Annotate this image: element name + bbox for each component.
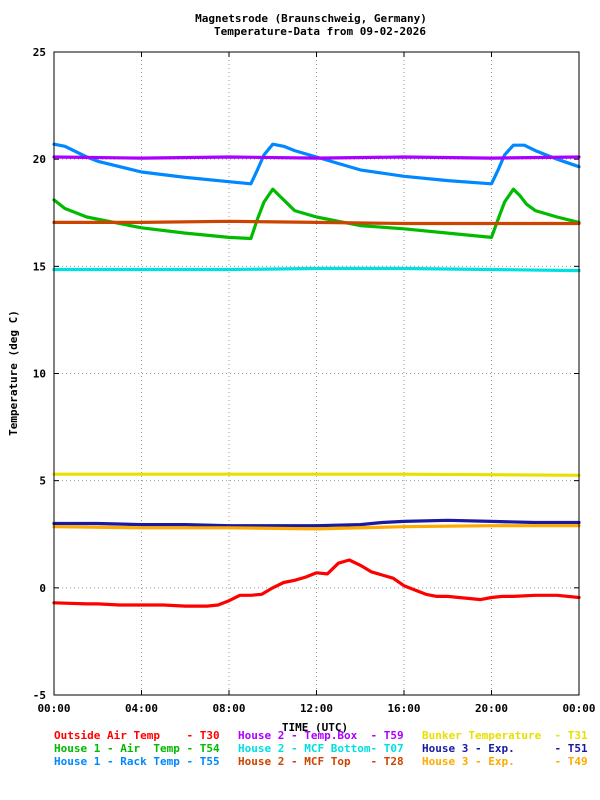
y-tick-label: 15 — [33, 260, 46, 273]
x-tick-labels: 00:00 04:00 08:00 12:00 16:00 20:00 00:00 — [37, 702, 595, 715]
x-tick-label: 08:00 — [212, 702, 245, 715]
legend-item: Outside Air Temp - T30 — [54, 729, 220, 742]
y-tick-labels: -5 0 5 10 15 20 25 — [33, 46, 46, 702]
x-tick-label: 00:00 — [37, 702, 70, 715]
x-tick-label: 16:00 — [387, 702, 420, 715]
x-axis-label: TIME (UTC) — [282, 721, 348, 734]
y-tick-label: -5 — [33, 689, 46, 702]
y-tick-label: 25 — [33, 46, 46, 59]
series-line-t31 — [52, 472, 581, 477]
legend-item: House 3 - Exp. - T49 — [422, 755, 588, 768]
series-line-t59 — [52, 155, 581, 160]
series-line-t54 — [52, 187, 581, 241]
grid — [53, 51, 580, 696]
legend-item: House 2 - Temp.Box - T59 — [238, 729, 404, 742]
y-tick-label: 0 — [39, 582, 46, 595]
series-line-t07 — [52, 266, 581, 273]
series-line-t51 — [52, 518, 581, 528]
legend-item: House 2 - MCF Top - T28 — [238, 755, 404, 768]
x-tick-label: 00:00 — [562, 702, 595, 715]
series-line-t30 — [52, 558, 581, 608]
x-tick-label: 20:00 — [475, 702, 508, 715]
series-line-t55 — [52, 142, 581, 186]
legend-item: House 2 - MCF Bottom- T07 — [238, 742, 404, 755]
legend: Outside Air Temp - T30 House 2 - Temp.Box… — [54, 729, 588, 768]
chart-title: Magnetsrode (Braunschweig, Germany) — [195, 12, 427, 25]
legend-item: Bunker Temperature - T31 — [422, 729, 588, 742]
y-tick-label: 5 — [39, 475, 46, 488]
x-tick-label: 04:00 — [125, 702, 158, 715]
legend-item: House 1 - Air Temp - T54 — [54, 742, 220, 755]
chart-subtitle: Temperature-Data from 09-02-2026 — [214, 25, 426, 38]
plot-frame — [53, 51, 580, 696]
y-tick-label: 20 — [33, 153, 46, 166]
legend-item: House 3 - Exp. - T51 — [422, 742, 588, 755]
series-layer — [52, 142, 581, 608]
y-tick-label: 10 — [33, 368, 46, 381]
legend-item: House 1 - Rack Temp - T55 — [54, 755, 220, 768]
x-tick-label: 12:00 — [300, 702, 333, 715]
series-line-t49 — [52, 524, 581, 531]
y-axis-label: Temperature (deg C) — [7, 310, 20, 436]
series-line-t28 — [52, 219, 581, 226]
